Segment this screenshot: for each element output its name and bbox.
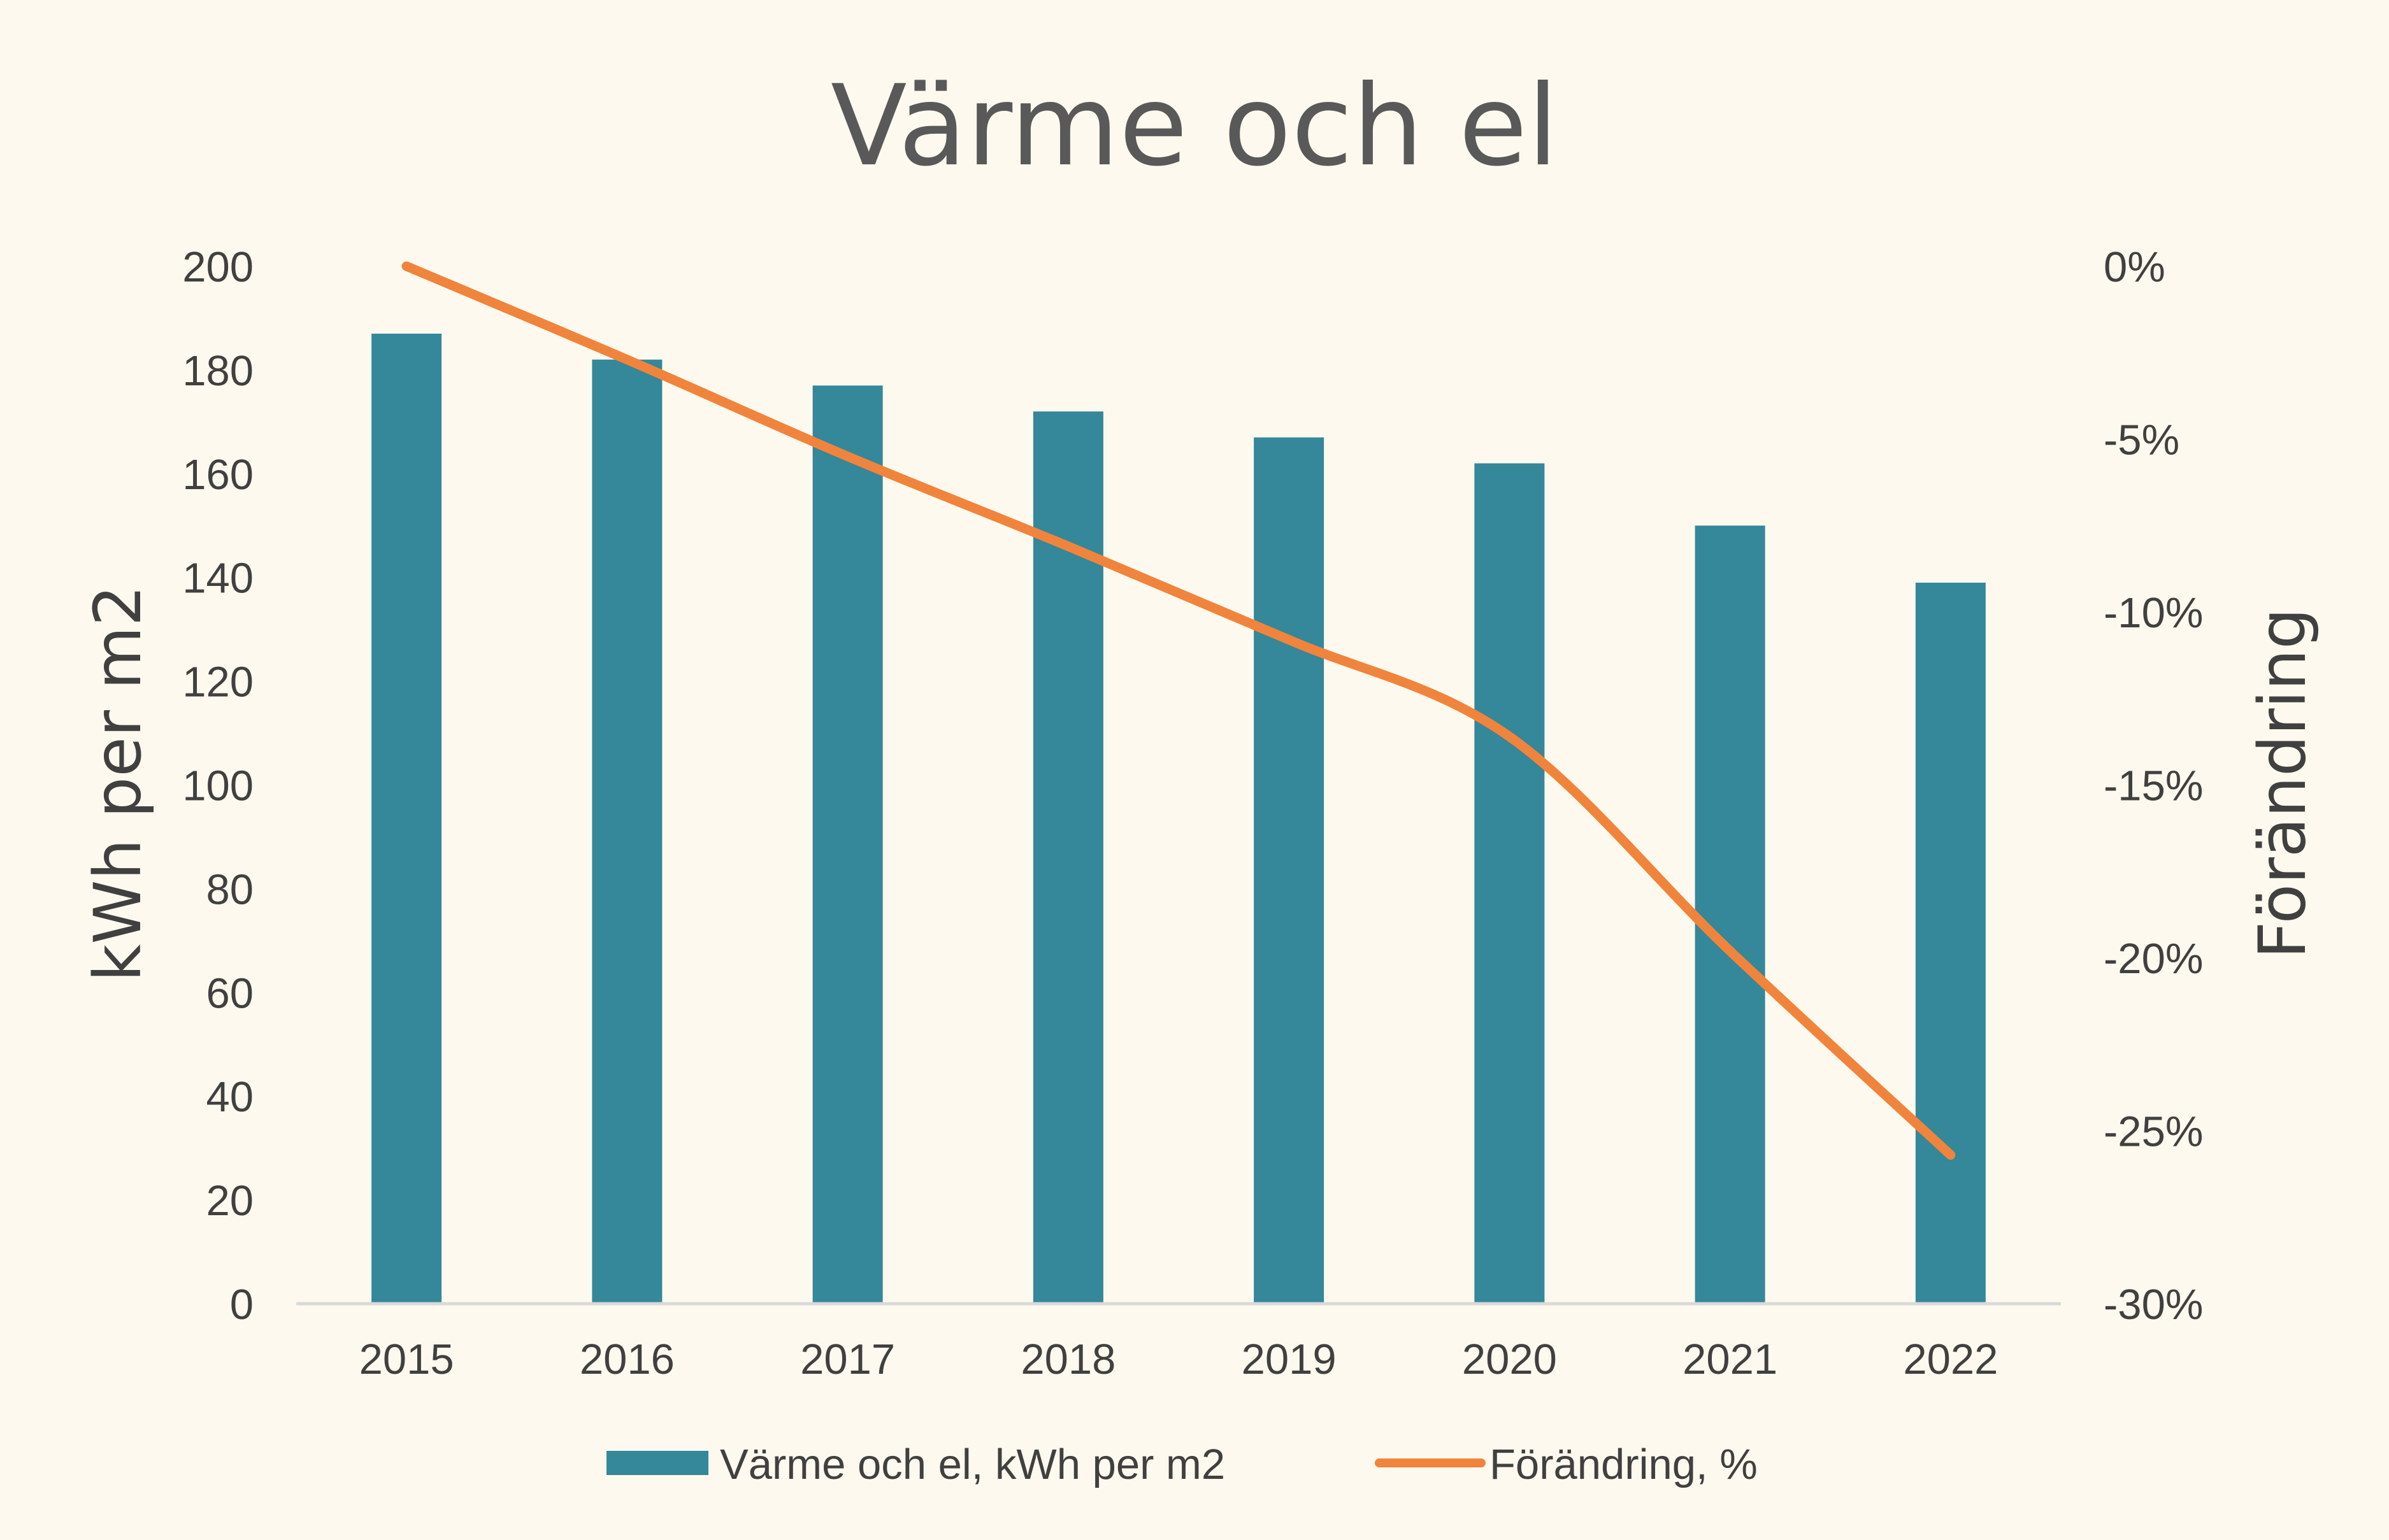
y-tick-label: 40 [206,1073,254,1121]
legend-label-line: Förändring, % [1489,1441,1758,1488]
line-series [401,261,1956,1160]
y-axis-right-ticks: -30% -25% -20% -15% -10% -5% 0% [2104,243,2203,1329]
y2-tick-label: -10% [2104,589,2203,637]
y2-tick-label: -15% [2104,762,2203,810]
bar [1915,582,1986,1304]
legend-label-bar: Värme och el, kWh per m2 [720,1441,1225,1488]
legend-swatch-bar [606,1451,708,1475]
x-tick-label: 2018 [1021,1336,1116,1383]
series-line [401,261,1956,1160]
y2-tick-label: -5% [2104,417,2179,464]
y-tick-label: 20 [206,1177,254,1225]
y-tick-label: 140 [182,555,254,602]
y2-tick-label: -20% [2104,935,2203,983]
x-tick-label: 2021 [1682,1336,1777,1383]
x-tick-label: 2016 [580,1336,675,1383]
y-tick-label: 0 [230,1281,254,1329]
bar-series [371,333,1986,1304]
y-tick-label: 180 [182,347,254,395]
y-tick-label: 100 [182,762,254,810]
x-tick-label: 2022 [1903,1336,1998,1383]
y-tick-label: 200 [182,243,254,291]
y-tick-label: 160 [182,451,254,499]
x-axis-ticks: 2015 2016 2017 2018 2019 2020 2021 2022 [359,1336,1998,1383]
y-tick-label: 60 [206,969,254,1017]
x-tick-label: 2019 [1242,1336,1337,1383]
y2-tick-label: -25% [2104,1108,2203,1156]
y-axis-left-ticks: 0 20 40 60 80 100 120 140 160 180 200 [182,243,254,1329]
y-tick-label: 120 [182,659,254,706]
x-tick-label: 2015 [359,1336,454,1383]
bar [812,385,883,1304]
legend: Värme och el, kWh per m2 Förändring, % [606,1441,1758,1488]
bar [1254,437,1324,1304]
bar [1474,463,1545,1304]
y2-tick-label: 0% [2104,243,2165,291]
y-axis-left-title: kWh per m2 [80,585,156,981]
y2-tick-label: -30% [2104,1281,2203,1329]
y-tick-label: 80 [206,866,254,913]
x-tick-label: 2017 [800,1336,895,1383]
chart-title: Värme och el [831,62,1558,191]
bar [1695,525,1765,1304]
bar [592,359,663,1304]
x-tick-label: 2020 [1462,1336,1557,1383]
y-axis-right-title: Förändring [2245,608,2321,959]
bar [371,333,442,1304]
